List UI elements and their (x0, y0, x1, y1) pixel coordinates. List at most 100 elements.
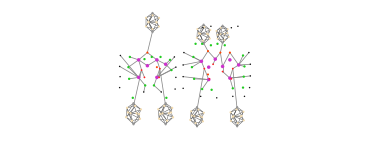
Circle shape (237, 122, 239, 124)
Circle shape (242, 86, 244, 89)
Circle shape (221, 65, 224, 68)
Circle shape (147, 21, 150, 24)
Circle shape (229, 111, 232, 113)
Circle shape (196, 28, 198, 30)
Circle shape (155, 21, 158, 23)
Circle shape (211, 89, 213, 91)
Circle shape (127, 111, 129, 114)
Circle shape (164, 123, 167, 125)
Circle shape (158, 26, 160, 28)
Circle shape (248, 52, 249, 53)
Circle shape (232, 68, 234, 69)
Circle shape (209, 78, 210, 80)
Circle shape (146, 64, 149, 67)
Circle shape (159, 113, 161, 115)
Circle shape (232, 87, 234, 89)
Circle shape (128, 78, 130, 80)
Circle shape (196, 37, 198, 39)
Circle shape (217, 38, 218, 40)
Circle shape (139, 118, 141, 120)
Circle shape (200, 60, 203, 63)
Circle shape (196, 125, 198, 127)
Circle shape (193, 115, 195, 117)
Circle shape (134, 105, 136, 107)
Circle shape (137, 76, 140, 79)
Circle shape (170, 69, 173, 71)
Circle shape (237, 26, 239, 27)
Circle shape (161, 91, 162, 93)
Circle shape (153, 84, 155, 87)
Circle shape (242, 111, 245, 113)
Circle shape (237, 63, 240, 67)
Circle shape (203, 112, 205, 114)
Circle shape (170, 111, 172, 114)
Circle shape (132, 123, 135, 125)
Circle shape (145, 17, 147, 19)
Circle shape (140, 108, 142, 111)
Circle shape (215, 30, 217, 32)
Circle shape (231, 78, 232, 80)
Circle shape (175, 77, 177, 78)
Circle shape (164, 62, 167, 66)
Circle shape (158, 77, 160, 78)
Circle shape (219, 52, 222, 54)
Circle shape (206, 33, 208, 35)
Circle shape (129, 112, 132, 114)
Circle shape (202, 120, 204, 122)
Circle shape (195, 122, 197, 124)
Circle shape (203, 26, 205, 28)
Circle shape (155, 58, 159, 62)
Circle shape (150, 56, 153, 58)
Circle shape (152, 12, 153, 14)
Circle shape (220, 33, 222, 35)
Circle shape (222, 42, 223, 44)
Circle shape (212, 63, 214, 65)
Circle shape (202, 40, 204, 42)
Circle shape (158, 118, 160, 120)
Circle shape (129, 56, 131, 58)
Circle shape (169, 59, 171, 61)
Circle shape (217, 34, 218, 36)
Circle shape (189, 119, 191, 121)
Circle shape (125, 116, 127, 118)
Circle shape (193, 78, 195, 80)
Circle shape (201, 88, 203, 90)
Circle shape (194, 43, 197, 45)
Circle shape (235, 108, 238, 111)
Circle shape (243, 119, 245, 121)
Circle shape (224, 44, 226, 46)
Circle shape (209, 29, 211, 31)
Circle shape (236, 125, 238, 127)
Circle shape (119, 76, 121, 77)
Circle shape (144, 84, 146, 87)
Circle shape (207, 50, 209, 52)
Circle shape (242, 54, 244, 57)
Circle shape (137, 58, 140, 62)
Circle shape (163, 105, 166, 107)
Circle shape (226, 32, 228, 34)
Circle shape (201, 43, 203, 45)
Circle shape (144, 77, 146, 78)
Circle shape (200, 96, 201, 97)
Circle shape (241, 115, 243, 117)
Circle shape (231, 27, 232, 28)
Circle shape (171, 107, 174, 109)
Circle shape (190, 110, 192, 112)
Circle shape (216, 97, 217, 99)
Circle shape (243, 75, 245, 78)
Circle shape (156, 66, 158, 68)
Circle shape (232, 96, 234, 97)
Circle shape (244, 96, 245, 97)
Circle shape (145, 25, 147, 27)
Circle shape (160, 56, 162, 58)
Circle shape (143, 58, 146, 60)
Circle shape (151, 28, 153, 30)
Circle shape (135, 112, 138, 115)
Circle shape (198, 32, 200, 34)
Circle shape (119, 66, 120, 67)
Circle shape (228, 36, 230, 38)
Circle shape (203, 68, 205, 69)
Circle shape (214, 57, 217, 61)
Circle shape (146, 52, 149, 54)
Circle shape (183, 88, 184, 89)
